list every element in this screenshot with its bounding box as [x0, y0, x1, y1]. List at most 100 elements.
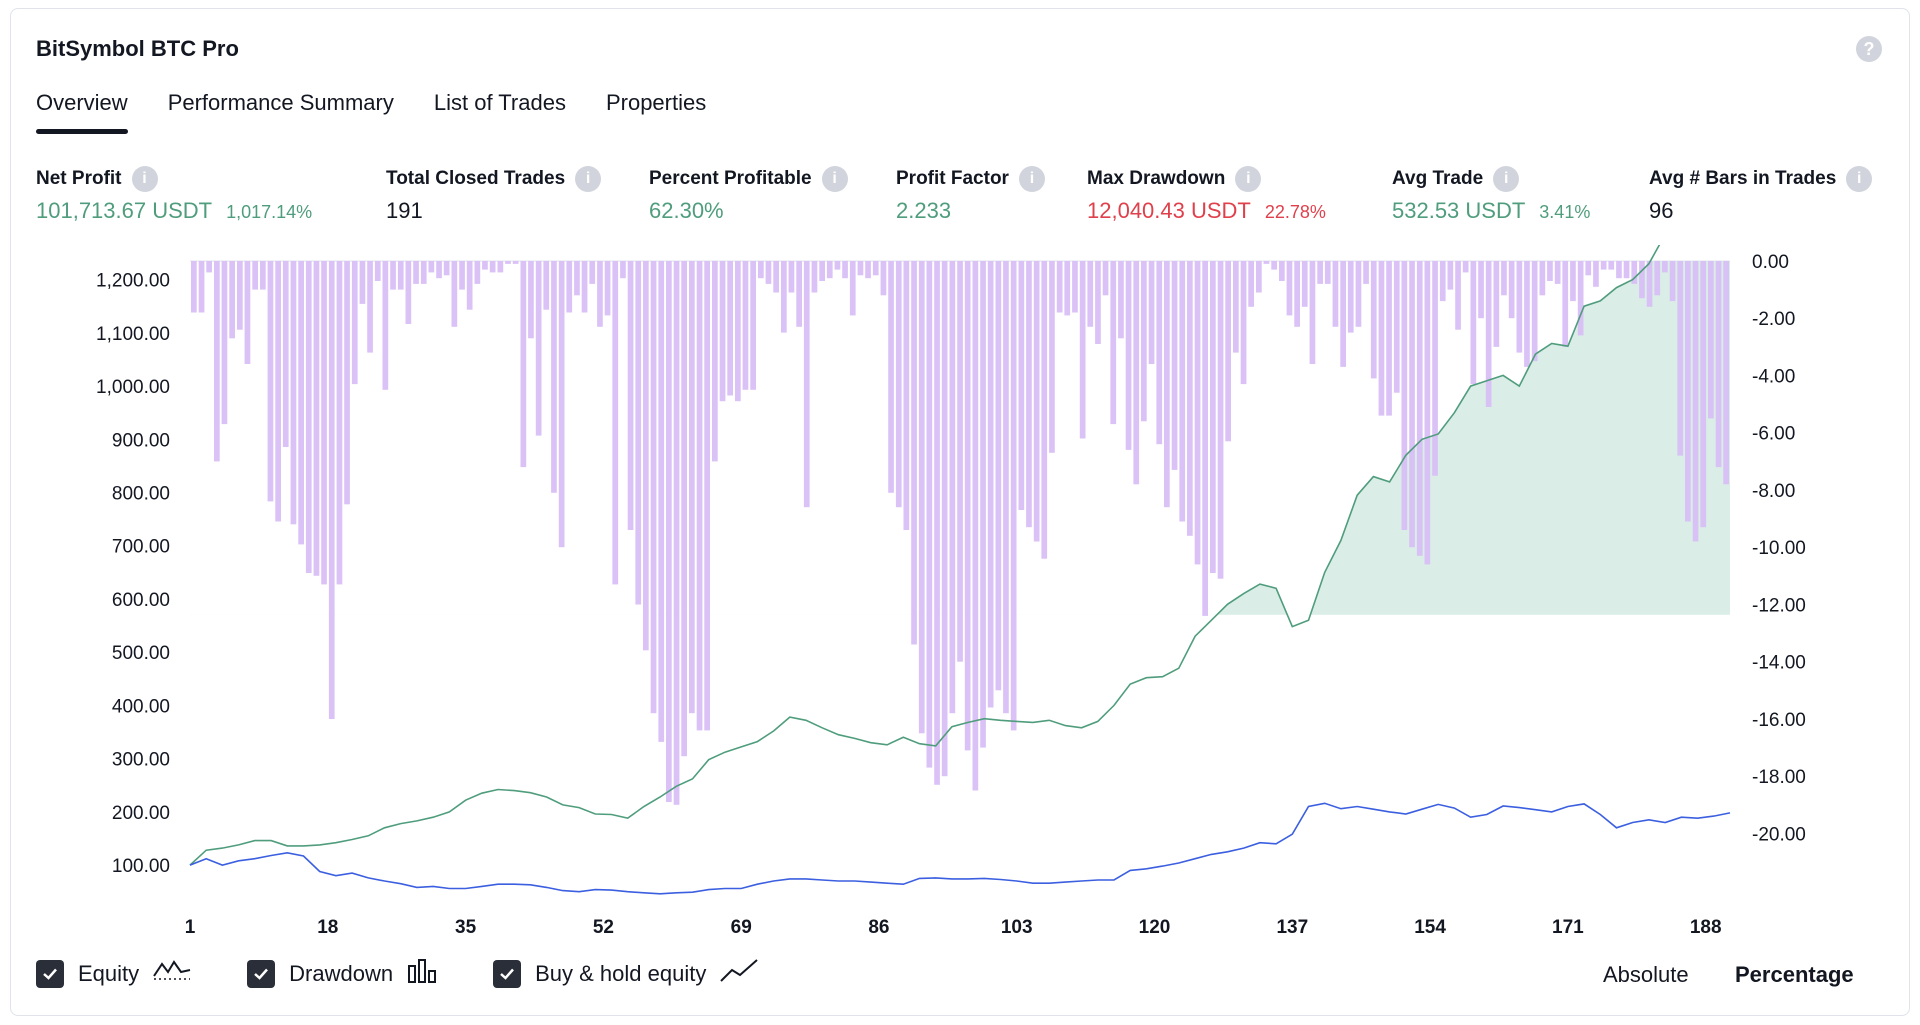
drawdown-bar [1256, 261, 1262, 293]
report-tabs: Overview Performance Summary List of Tra… [36, 90, 706, 134]
y-left-tick-label: 600.00 [112, 590, 170, 611]
drawdown-bar [252, 261, 258, 290]
legend-equity[interactable]: Equity [36, 958, 191, 990]
drawdown-bar [1616, 261, 1622, 279]
drawdown-bar [1248, 261, 1254, 307]
buy-hold-checkbox[interactable] [493, 960, 522, 988]
help-icon[interactable]: ? [1856, 36, 1882, 62]
y-left-tick-label: 900.00 [112, 430, 170, 451]
drawdown-bar [1493, 261, 1500, 347]
drawdown-bar [336, 261, 343, 585]
metric-label: Net Profit [36, 168, 122, 189]
drawdown-bar [374, 261, 381, 281]
x-tick-label: 18 [317, 917, 338, 938]
drawdown-bar [1623, 261, 1630, 279]
tab-performance-summary[interactable]: Performance Summary [167, 90, 394, 115]
y-left-tick-label: 1,100.00 [96, 324, 170, 345]
drawdown-bar [1700, 261, 1707, 528]
drawdown-bar [1455, 261, 1461, 330]
drawdown-bar [1416, 261, 1423, 556]
x-tick-label: 69 [731, 917, 752, 938]
drawdown-bar [911, 261, 917, 645]
drawdown-bar [1033, 261, 1040, 542]
y-left-tick-label: 500.00 [112, 643, 170, 664]
info-icon[interactable]: i [1235, 166, 1262, 192]
metric-label: Percent Profitable [649, 168, 812, 189]
drawdown-bar [1133, 261, 1140, 485]
drawdown-bar [1462, 261, 1469, 273]
drawdown-bar [727, 261, 733, 396]
info-icon[interactable]: i [131, 166, 158, 192]
equity-checkbox[interactable] [36, 960, 64, 988]
buy-hold-label: Buy & hold equity [535, 961, 707, 986]
percentage-toggle[interactable]: Percentage [1735, 962, 1854, 987]
drawdown-bar [328, 261, 335, 719]
drawdown-bar [459, 261, 465, 290]
drawdown-bar [926, 261, 933, 768]
strategy-title: BitSymbol BTC Pro [36, 36, 239, 61]
drawdown-bar [1470, 261, 1477, 385]
legend-drawdown[interactable]: Drawdown [247, 958, 437, 990]
info-icon[interactable]: i [1846, 166, 1873, 192]
drawdown-bar [895, 261, 902, 508]
drawdown-bar [681, 261, 687, 757]
drawdown-bar [1164, 261, 1170, 508]
drawdown-bar [1309, 261, 1316, 364]
drawdown-bar [903, 261, 910, 530]
tab-properties[interactable]: Properties [605, 90, 707, 115]
drawdown-bar [696, 261, 703, 731]
drawdown-bar [597, 261, 603, 327]
drawdown-bar [367, 261, 373, 353]
y-right-tick-label: -16.00 [1752, 710, 1806, 731]
legend-buy-hold[interactable]: Buy & hold equity [493, 958, 758, 990]
drawdown-bar [1041, 261, 1048, 559]
drawdown-bar [1723, 261, 1729, 485]
drawdown-bar [474, 261, 481, 284]
x-tick-label: 171 [1552, 917, 1584, 938]
info-icon[interactable]: i [1018, 166, 1045, 192]
drawdown-bar [1301, 261, 1308, 307]
info-icon[interactable]: i [1493, 166, 1520, 192]
drawdown-bar [1286, 261, 1293, 316]
drawdown-bar [750, 261, 756, 390]
drawdown-bar [1708, 261, 1714, 419]
drawdown-bar [941, 261, 948, 777]
drawdown-bar [666, 261, 672, 802]
equity-chart[interactable]: 1,200.00 1,100.00 1,000.00 900.00 800.00 700.… [0, 245, 1920, 945]
drawdown-bar [1317, 261, 1323, 284]
drawdown-bar [1233, 261, 1239, 353]
info-icon[interactable]: i [575, 166, 602, 192]
absolute-toggle[interactable]: Absolute [1603, 962, 1689, 987]
drawdown-bar [1662, 261, 1668, 273]
metric-profit-factor: Profit Factor i 2.233 [896, 166, 1045, 224]
x-tick-label: 137 [1276, 917, 1308, 938]
drawdown-bar [1210, 261, 1216, 573]
drawdown-bar [489, 261, 496, 273]
drawdown-bar [1225, 261, 1231, 442]
drawdown-bar [206, 261, 212, 273]
drawdown-bar [528, 261, 534, 339]
drawdown-bar [1409, 261, 1415, 548]
drawdown-bar [1608, 261, 1615, 270]
drawdown-bar [244, 261, 251, 364]
drawdown-bar [1501, 261, 1507, 296]
info-icon[interactable]: i [821, 166, 848, 192]
drawdown-bar [405, 261, 412, 324]
drawdown-bar [957, 261, 963, 662]
drawdown-bar [344, 261, 350, 505]
drawdown-bar [566, 261, 573, 313]
drawdown-bar [443, 261, 450, 276]
drawdown-bar [1279, 261, 1285, 281]
y-right-tick-label: -14.00 [1752, 653, 1806, 674]
drawdown-bar [451, 261, 458, 327]
drawdown-bar [949, 261, 956, 714]
drawdown-bar [1049, 261, 1055, 453]
y-left-tick-label: 1,200.00 [96, 271, 170, 292]
drawdown-checkbox[interactable] [247, 960, 276, 988]
drawdown-bar [1386, 261, 1392, 416]
drawdown-bar [712, 261, 718, 462]
drawdown-bar [275, 261, 281, 522]
drawdown-bar [1478, 261, 1484, 319]
tab-overview[interactable]: Overview [36, 90, 128, 134]
tab-list-of-trades[interactable]: List of Trades [433, 90, 566, 115]
